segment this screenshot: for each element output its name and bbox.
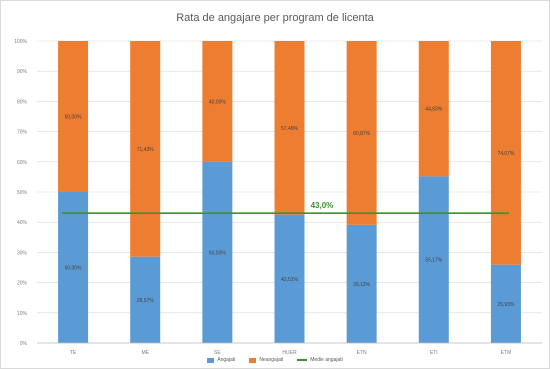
data-label: 28,57% xyxy=(137,298,155,304)
data-label: 60,87% xyxy=(353,131,371,137)
y-tick-label: 90% xyxy=(17,69,28,75)
y-tick-label: 30% xyxy=(17,250,28,256)
data-label: 25,93% xyxy=(497,302,515,308)
legend-label-medie: Medie angajati xyxy=(310,357,343,363)
chart-legend: Angajati Neangajati Medie angajati xyxy=(1,357,549,363)
data-label: 42,51% xyxy=(281,277,299,283)
bar-segment-angajati xyxy=(346,224,377,343)
bar-segment-neangajati xyxy=(346,41,377,225)
bar-segment-neangajati xyxy=(274,41,305,215)
y-tick-label: 50% xyxy=(17,190,28,196)
x-tick-label: ETM xyxy=(501,350,512,356)
bar-segment-angajati xyxy=(418,176,449,343)
bar-segment-angajati xyxy=(202,161,233,343)
data-label: 60,00% xyxy=(209,250,227,256)
data-label: 57,49% xyxy=(281,126,299,132)
x-tick-label: TE xyxy=(70,350,77,356)
legend-item-angajati: Angajati xyxy=(207,357,235,363)
bar-segment-angajati xyxy=(58,192,89,343)
bar-segment-neangajati xyxy=(58,41,89,192)
x-tick-label: ME xyxy=(141,350,149,356)
data-label: 50,00% xyxy=(65,115,83,121)
y-tick-label: 20% xyxy=(17,281,28,287)
y-tick-label: 10% xyxy=(17,311,28,317)
y-tick-label: 0% xyxy=(20,341,28,347)
legend-swatch-neangajati xyxy=(249,357,257,363)
x-tick-label: ETI xyxy=(430,350,438,356)
bar-segment-angajati xyxy=(130,256,161,343)
x-tick-label: SE xyxy=(214,350,221,356)
chart-title: Rata de angajare per program de licenta xyxy=(176,12,374,24)
legend-item-neangajati: Neangajati xyxy=(249,357,283,363)
legend-label-angajati: Angajati xyxy=(217,357,236,363)
y-tick-label: 40% xyxy=(17,220,28,226)
y-tick-label: 60% xyxy=(17,160,28,166)
y-tick-label: 80% xyxy=(17,99,28,105)
data-label: 39,13% xyxy=(353,282,371,288)
data-label: 71,43% xyxy=(137,147,155,153)
legend-swatch-angajati xyxy=(207,357,215,363)
legend-swatch-medie xyxy=(297,359,308,361)
x-tick-label: HUER xyxy=(282,350,297,356)
data-label: 44,83% xyxy=(425,107,443,113)
bar-segment-neangajati xyxy=(130,41,161,257)
bar-segment-neangajati xyxy=(490,41,521,265)
average-label: 43,0% xyxy=(311,201,334,210)
data-label: 50,00% xyxy=(65,266,83,272)
legend-item-medie: Medie angajati xyxy=(297,357,343,363)
data-label: 55,17% xyxy=(425,258,443,264)
y-tick-label: 100% xyxy=(14,39,27,45)
data-label: 40,00% xyxy=(209,99,227,105)
data-label: 74,07% xyxy=(497,151,515,157)
bar-segment-angajati xyxy=(274,214,305,343)
bar-segment-angajati xyxy=(490,264,521,343)
bar-segment-neangajati xyxy=(202,41,233,162)
legend-label-neangajati: Neangajati xyxy=(259,357,284,363)
y-tick-label: 70% xyxy=(17,130,28,136)
x-tick-label: ETN xyxy=(357,350,367,356)
bar-segment-neangajati xyxy=(418,41,449,177)
